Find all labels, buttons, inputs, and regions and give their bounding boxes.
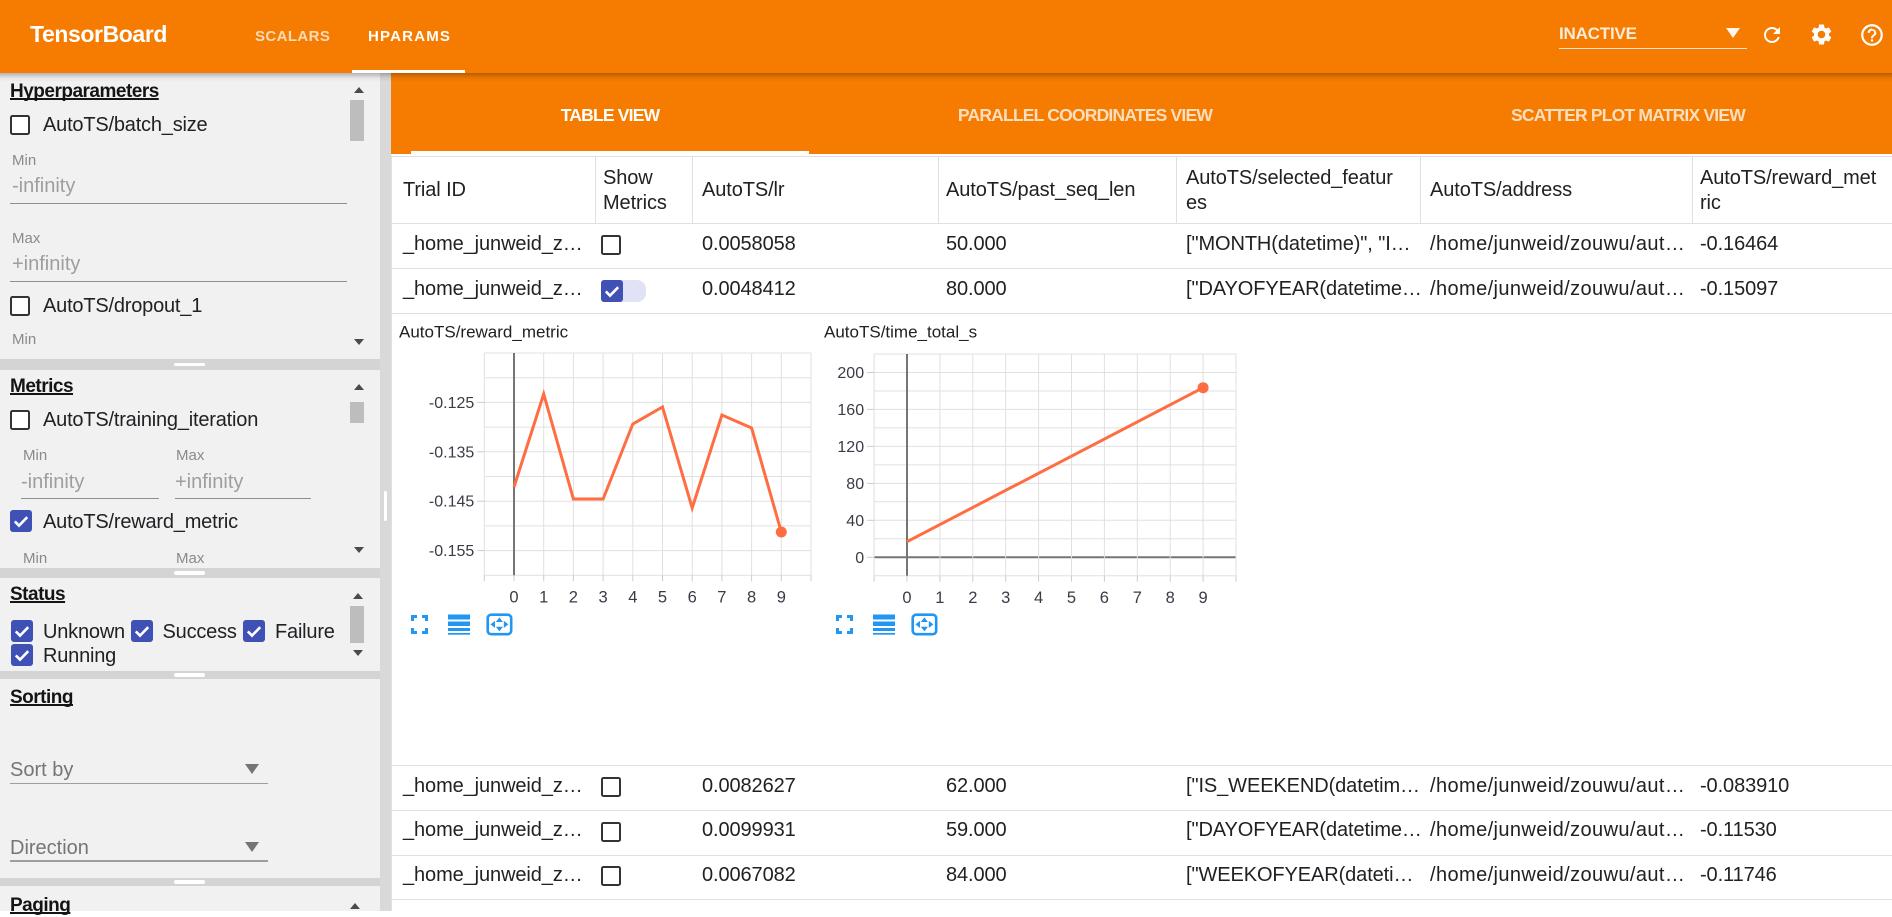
- svg-text:7: 7: [717, 588, 726, 606]
- svg-text:160: 160: [837, 402, 864, 419]
- svg-text:4: 4: [628, 588, 637, 606]
- svg-text:1: 1: [935, 589, 944, 607]
- svg-text:6: 6: [688, 588, 697, 606]
- svg-text:-0.135: -0.135: [429, 444, 474, 461]
- svg-text:40: 40: [846, 513, 864, 530]
- svg-text:-0.155: -0.155: [429, 543, 474, 560]
- svg-text:AutoTS/reward_metric: AutoTS/reward_metric: [399, 323, 569, 342]
- svg-text:2: 2: [569, 588, 578, 606]
- svg-text:4: 4: [1034, 589, 1043, 607]
- svg-text:0: 0: [509, 588, 518, 606]
- svg-text:8: 8: [747, 588, 756, 606]
- svg-text:80: 80: [846, 476, 864, 493]
- svg-text:5: 5: [1067, 589, 1076, 607]
- svg-text:AutoTS/time_total_s: AutoTS/time_total_s: [824, 323, 977, 342]
- svg-text:3: 3: [1001, 589, 1010, 607]
- svg-text:7: 7: [1133, 589, 1142, 607]
- svg-text:-0.125: -0.125: [429, 395, 474, 412]
- svg-text:5: 5: [658, 588, 667, 606]
- svg-text:0: 0: [855, 550, 864, 567]
- svg-text:200: 200: [837, 365, 864, 382]
- svg-text:-0.145: -0.145: [429, 494, 474, 511]
- svg-text:0: 0: [902, 589, 911, 607]
- svg-text:9: 9: [777, 588, 786, 606]
- svg-text:3: 3: [599, 588, 608, 606]
- svg-text:2: 2: [968, 589, 977, 607]
- svg-text:8: 8: [1166, 589, 1175, 607]
- svg-text:1: 1: [539, 588, 548, 606]
- svg-text:9: 9: [1199, 589, 1208, 607]
- svg-text:6: 6: [1100, 589, 1109, 607]
- svg-text:120: 120: [837, 439, 864, 456]
